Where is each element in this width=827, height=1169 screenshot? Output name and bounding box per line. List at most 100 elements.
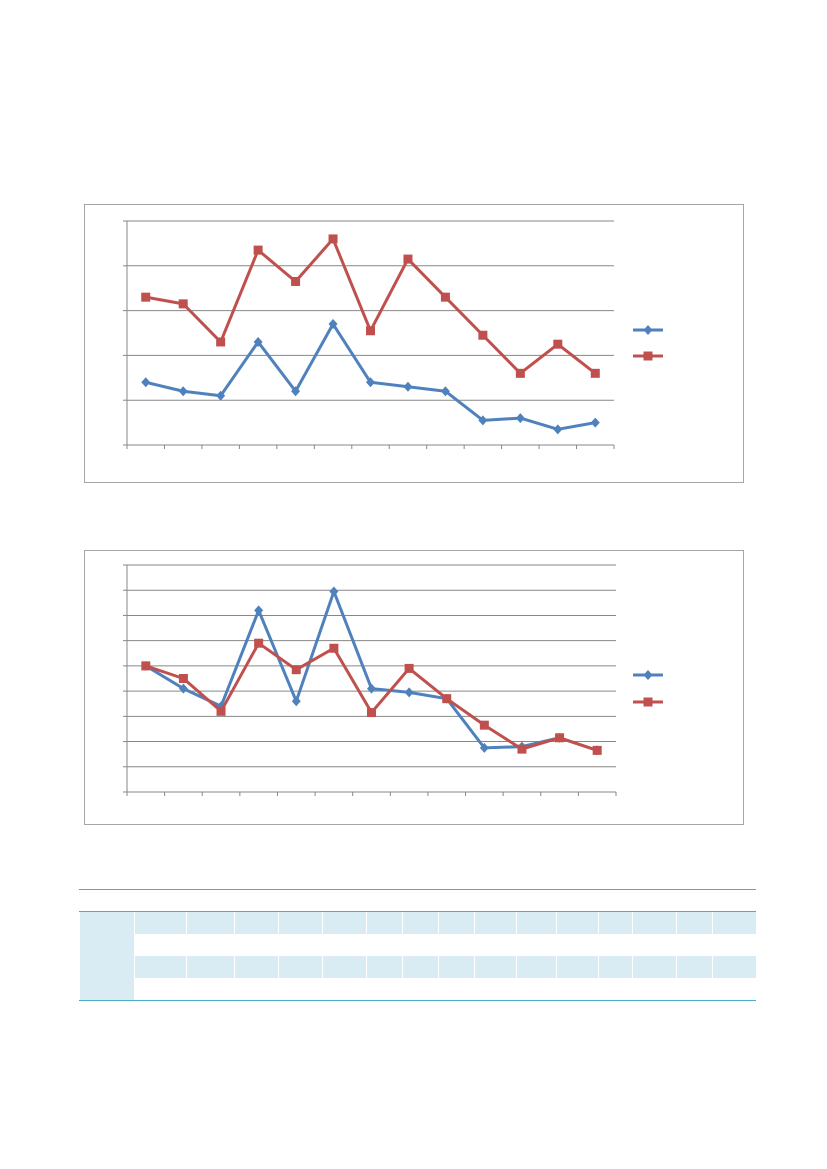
table-header-cell [676,889,713,912]
data-point [478,415,488,426]
table-cell [186,978,235,1001]
data-point [291,696,301,707]
table-header-cell [79,889,135,912]
table-cell [402,956,439,978]
data-point [555,733,565,743]
table-cell [366,978,403,1001]
data-point [590,368,600,378]
table-header-cell [366,889,403,912]
data-point [403,381,413,392]
table-header-cell [516,889,557,912]
table-header-cell [134,889,187,912]
table-header-cell [712,889,756,912]
table-cell [234,911,279,934]
data-point [442,694,452,704]
data-point [216,337,226,347]
data-point [291,276,301,286]
table-cell [134,978,187,1001]
table-cell [712,956,756,978]
data-point [253,245,263,255]
table-cell [632,956,677,978]
data-point [178,674,188,683]
table-cell [632,911,677,934]
data-point [328,234,338,244]
table-cell [438,978,475,1001]
chart-1 [84,204,744,483]
table-cell [516,911,557,934]
table-cell [598,978,633,1001]
data-point [254,605,264,616]
data-point [367,683,376,694]
table-cell [322,978,367,1001]
data-point [367,708,376,718]
table-header-cell [278,889,323,912]
table-cell [402,934,439,956]
table-header-cell [438,889,475,912]
data-point [291,386,301,397]
data-point [329,643,339,653]
table-cell [474,911,517,934]
table-cell [366,934,403,956]
table-cell [322,956,367,978]
data-point [553,424,563,435]
table-cell [516,978,557,1001]
data-point [216,706,226,716]
table-cell [186,934,235,956]
table-row-label [79,978,135,1001]
table-cell [278,978,323,1001]
table-cell [134,911,187,934]
table-row-label [79,956,135,978]
table-header-cell [556,889,599,912]
table-cell [366,956,403,978]
table-cell [438,934,475,956]
table-cell [598,956,633,978]
table-cell [186,956,235,978]
table-row-label [79,911,135,934]
table-cell [676,978,713,1001]
table-header-cell [322,889,367,912]
series-line-2 [145,641,598,752]
table-cell [712,911,756,934]
data-point [440,386,450,397]
chart-1-plot [123,220,663,449]
table-cell [438,956,475,978]
data-point [329,586,339,597]
data-point [216,390,226,401]
table-header-cell [186,889,235,912]
table-cell [322,911,367,934]
table-cell [402,978,439,1001]
data-point [478,330,488,340]
data-point [141,377,151,388]
table-cell [632,978,677,1001]
data-point [178,683,188,694]
legend-key-marker [643,325,653,335]
series-line-1 [145,322,596,431]
table-header-cell [474,889,517,912]
table-cell [234,978,279,1001]
data-point [366,326,375,336]
table-cell [712,978,756,1001]
data-point [141,661,151,671]
chart-2 [84,550,744,825]
data-point [253,336,263,347]
data-point [590,417,600,428]
table-cell [366,911,403,934]
table-cell [278,911,323,934]
data-point [515,368,525,378]
table-cell [556,934,599,956]
table-header-cell [234,889,279,912]
table-cell [134,956,187,978]
table-cell [712,934,756,956]
table-cell [474,934,517,956]
table-cell [632,934,677,956]
table-cell [598,911,633,934]
series-line-2 [145,237,597,375]
data-point [141,292,151,302]
table-cell [402,911,439,934]
legend-key-marker [643,351,653,361]
table-row [79,978,756,1001]
table-row [79,934,756,956]
table-cell [438,911,475,934]
table-cell [186,911,235,934]
table-cell [556,956,599,978]
